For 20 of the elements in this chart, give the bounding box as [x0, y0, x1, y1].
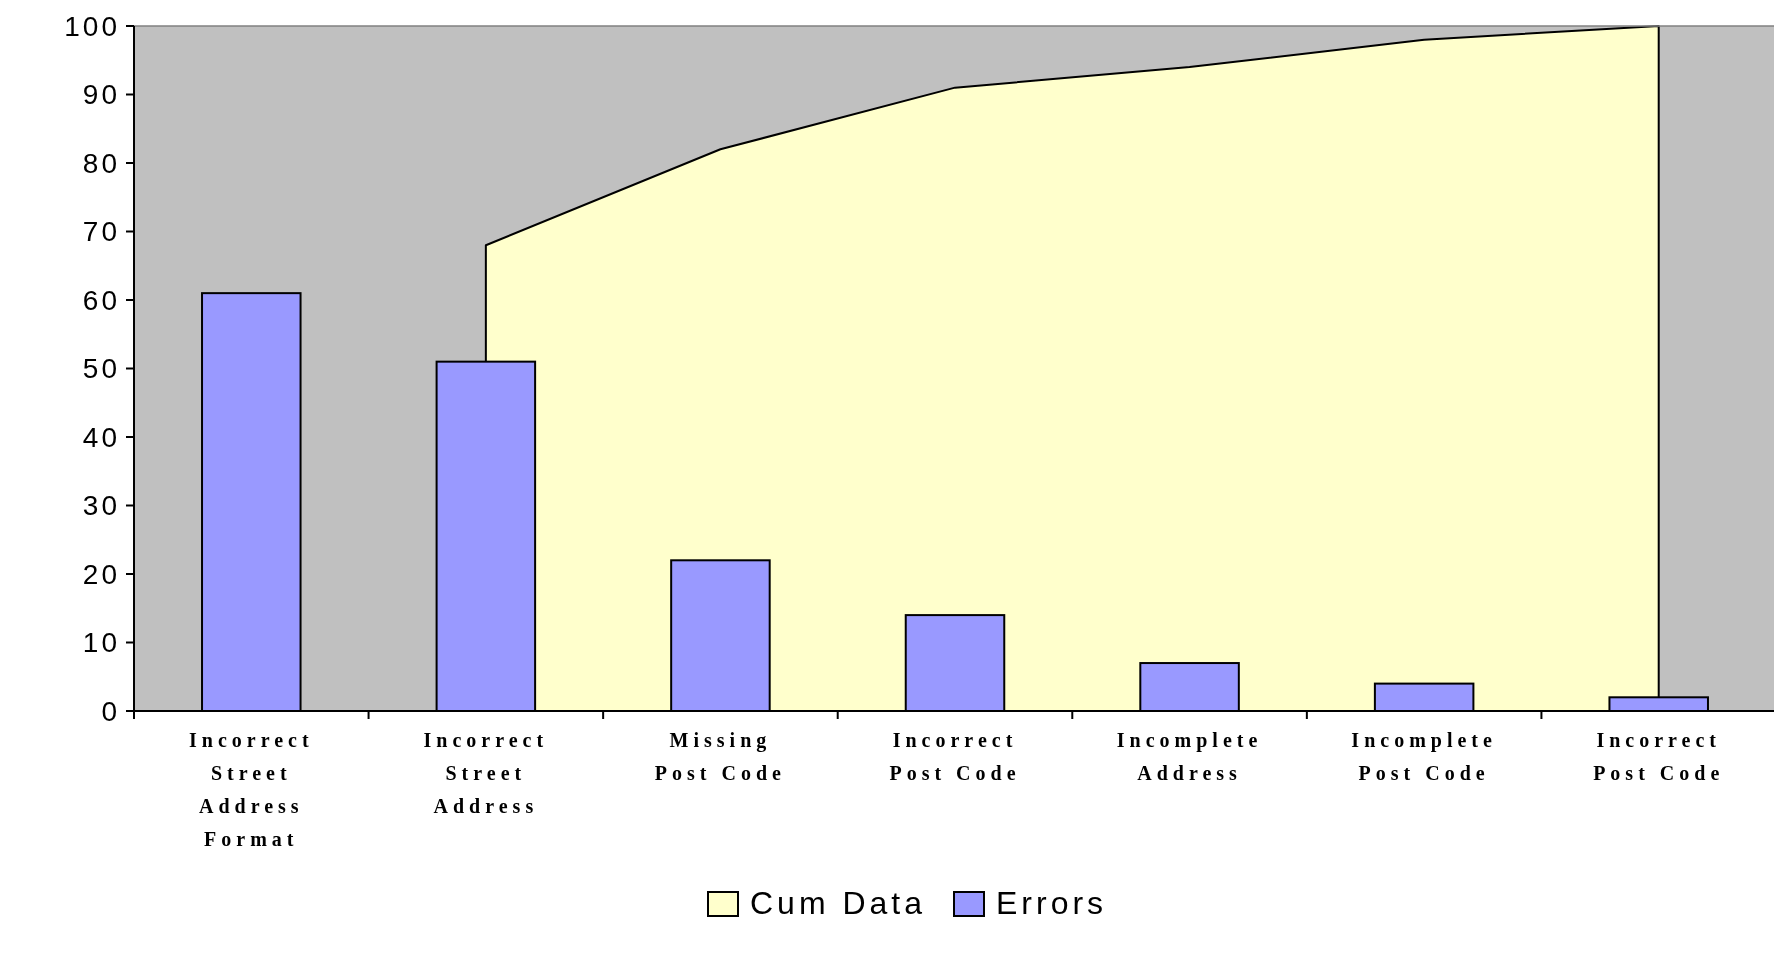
x-tick-label: Incomplete Post Code	[1351, 729, 1497, 784]
y-tick-label: 30	[82, 490, 120, 522]
y-tick-label: 20	[82, 558, 120, 590]
x-tick-label: Missing Post Code	[654, 729, 786, 784]
x-tick-label: Incorrect Street Address	[423, 729, 549, 817]
legend-label: Errors	[996, 885, 1108, 921]
y-tick-label: 10	[82, 627, 120, 659]
y-tick-label: 0	[101, 695, 120, 727]
legend-label: Cum Data	[750, 885, 927, 921]
x-tick-label: Incorrect Street Address Format	[188, 729, 314, 850]
y-tick-label: 80	[82, 147, 120, 179]
y-tick-label: 100	[64, 10, 120, 42]
y-tick-label: 40	[82, 421, 120, 453]
x-tick-label: Incomplete Address	[1116, 729, 1263, 784]
y-tick-label: 50	[82, 353, 120, 385]
y-tick-label: 90	[82, 79, 120, 111]
x-tick-label: Incorrect Post Code	[889, 729, 1021, 784]
y-tick-label: 60	[82, 284, 120, 316]
x-tick-label: Incorrect Post Code	[1593, 729, 1725, 784]
y-tick-label: 70	[82, 216, 120, 248]
